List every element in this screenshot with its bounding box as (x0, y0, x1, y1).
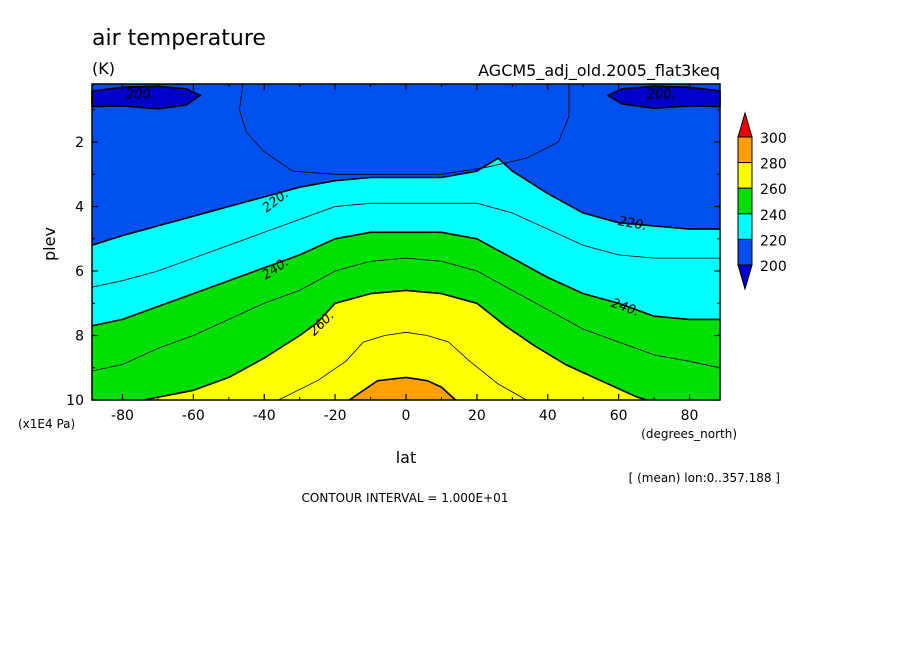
colorbar-swatch (737, 187, 753, 215)
colorbar-label: 240 (760, 208, 787, 224)
contour-label: 200. (126, 88, 155, 103)
contour-line-220 (91, 157, 720, 246)
colorbar-label: 220 (760, 233, 787, 249)
colorbar: 300 280 260 240 220 200 (737, 111, 787, 291)
band-260-280 (143, 290, 647, 400)
x-tick-label: 0 (402, 408, 411, 424)
colorbar-label: 260 (760, 182, 787, 198)
x-tick-label: 20 (468, 408, 486, 424)
contour-200-closed-0 (91, 85, 202, 110)
colorbar-label: 300 (760, 131, 787, 147)
x-tick-label: -60 (182, 408, 205, 424)
x-axis-label: lat (396, 448, 417, 467)
contour-line-240 (91, 231, 720, 327)
y-tick-label: 4 (75, 200, 84, 216)
y-units-label: (x1E4 Pa) (18, 417, 75, 431)
contour-line-260 (143, 289, 648, 401)
colorbar-label: 280 (760, 157, 787, 173)
x-tick-label: 40 (539, 408, 557, 424)
colorbar-swatch (737, 238, 753, 266)
contour-label: 220. (617, 214, 648, 234)
plot-area (91, 83, 721, 401)
y-tick-label: 10 (66, 393, 84, 409)
chart-title: air temperature (92, 26, 266, 51)
contour-line-210 (239, 83, 570, 175)
dataset-label: AGCM5_adj_old.2005_flat3keq (478, 61, 720, 81)
contour-line-270 (278, 331, 527, 401)
units-label: (K) (92, 59, 115, 78)
x-units-label: (degrees_north) (641, 427, 737, 441)
y-tick-label: 6 (75, 264, 84, 280)
colorbar-label: 200 (760, 259, 787, 275)
contour-line-230 (91, 202, 720, 288)
colorbar-swatch (737, 136, 753, 164)
contour-label: 200. (647, 88, 676, 103)
contour-line-280 (348, 376, 457, 401)
contour-200-closed-1 (607, 85, 721, 109)
y-tick-label: 8 (75, 329, 84, 345)
contour-interval: CONTOUR INTERVAL = 1.000E+01 (302, 491, 509, 505)
colorbar-over-triangle (737, 111, 753, 138)
colorbar-swatch (737, 213, 753, 240)
colorbar-swatch (737, 162, 753, 189)
x-tick-label: 80 (681, 408, 699, 424)
x-tick-label: -40 (253, 408, 276, 424)
mean-note: [ (mean) lon:0..357.188 ] (629, 471, 780, 485)
x-tick-label: -20 (324, 408, 347, 424)
x-tick-label: 60 (610, 408, 628, 424)
y-tick-label: 2 (75, 135, 84, 151)
y-axis-label: plev (40, 227, 59, 261)
axes: -80 -60 -40 -20 0 20 40 60 80 2 4 6 8 10 (66, 83, 721, 424)
colorbar-under-triangle (737, 264, 753, 291)
x-tick-label: -80 (111, 408, 134, 424)
band-280-300 (349, 377, 456, 400)
contour-line-250 (91, 257, 721, 372)
